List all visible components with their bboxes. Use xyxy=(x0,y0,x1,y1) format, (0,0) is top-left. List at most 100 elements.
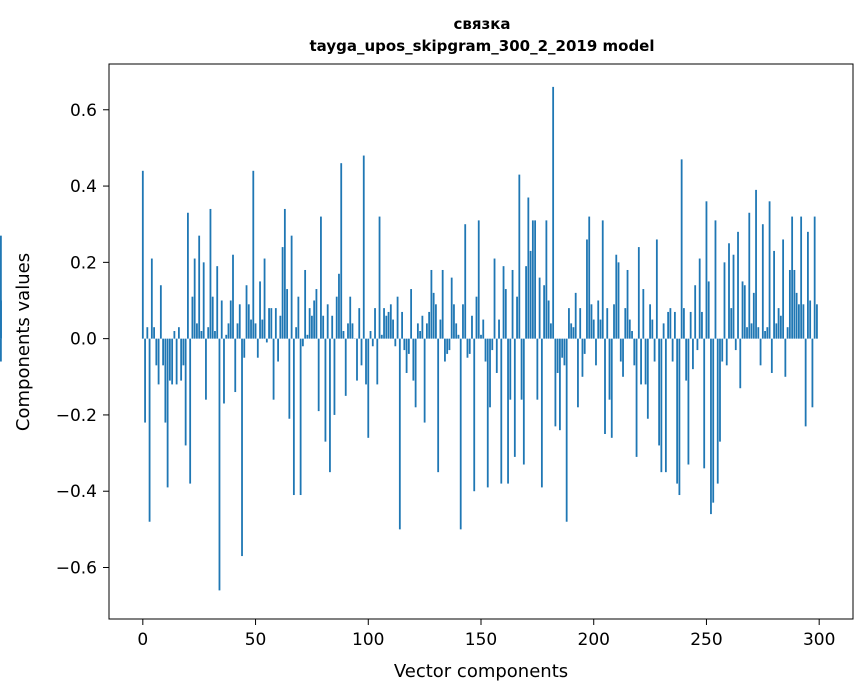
bar xyxy=(157,338,160,385)
bar xyxy=(338,273,340,339)
bar xyxy=(367,338,370,438)
bar xyxy=(306,334,309,339)
bar xyxy=(320,216,322,339)
bar xyxy=(277,338,279,362)
bar xyxy=(414,338,417,408)
bar xyxy=(662,323,665,339)
bar xyxy=(301,338,304,347)
bar xyxy=(651,319,654,339)
bar xyxy=(453,304,455,339)
bar xyxy=(549,323,552,339)
bar xyxy=(811,338,814,408)
bar xyxy=(547,300,550,339)
bar xyxy=(507,338,509,484)
bar xyxy=(782,239,785,339)
bar xyxy=(637,247,640,339)
bar xyxy=(653,338,656,362)
bar xyxy=(786,327,789,339)
bar xyxy=(468,338,471,354)
bar xyxy=(646,338,649,419)
bar xyxy=(536,338,539,400)
bar xyxy=(577,338,579,408)
x-tick-label: 250 xyxy=(690,630,722,650)
bar xyxy=(403,338,406,351)
bar xyxy=(752,292,755,339)
bar xyxy=(495,338,498,373)
bar xyxy=(673,311,676,339)
bar xyxy=(540,338,543,488)
bar xyxy=(595,338,597,366)
bar xyxy=(416,323,419,339)
bar xyxy=(234,338,237,393)
bar xyxy=(297,296,300,339)
bar xyxy=(347,323,349,339)
bar xyxy=(484,338,487,362)
bar xyxy=(511,269,514,339)
bar xyxy=(590,304,593,339)
bar xyxy=(358,308,361,339)
bar xyxy=(734,338,737,351)
bar xyxy=(428,311,431,339)
bar xyxy=(552,86,555,339)
bar xyxy=(421,315,424,339)
bar xyxy=(435,304,437,339)
bar xyxy=(563,338,566,366)
bar xyxy=(525,266,527,339)
bar xyxy=(425,323,428,339)
bar xyxy=(721,338,724,362)
bar xyxy=(534,220,537,339)
bar xyxy=(387,311,390,339)
bar xyxy=(556,338,559,373)
bar xyxy=(191,296,194,339)
bar xyxy=(725,338,728,366)
bar xyxy=(574,292,577,339)
bar xyxy=(207,327,210,339)
bar xyxy=(0,300,2,339)
bar xyxy=(746,327,748,339)
bar xyxy=(538,277,541,339)
bar xyxy=(757,327,760,339)
bar xyxy=(430,269,433,339)
y-tick-label: 0.2 xyxy=(70,253,97,273)
bar xyxy=(788,269,791,339)
bar xyxy=(800,216,803,339)
bar xyxy=(701,311,703,339)
bar xyxy=(351,323,354,339)
bar xyxy=(477,220,480,339)
bar xyxy=(196,323,198,339)
bar xyxy=(809,300,812,339)
bar xyxy=(513,338,516,457)
bar xyxy=(225,334,228,339)
bar xyxy=(572,327,575,339)
bar xyxy=(254,323,257,339)
bar xyxy=(396,296,399,339)
bar xyxy=(274,308,277,339)
bar xyxy=(193,258,196,339)
bar xyxy=(365,338,367,385)
bar xyxy=(455,323,458,339)
bar xyxy=(374,308,376,339)
bar xyxy=(464,224,467,339)
bar xyxy=(211,296,214,339)
bar xyxy=(730,308,733,339)
bar xyxy=(520,338,523,400)
bar xyxy=(599,319,602,339)
bar xyxy=(768,201,771,339)
bar xyxy=(696,338,699,351)
bar xyxy=(644,338,647,385)
bar xyxy=(335,296,338,339)
bar xyxy=(238,304,241,339)
bar xyxy=(581,338,584,377)
bar xyxy=(315,289,318,339)
bar xyxy=(676,338,679,484)
bar xyxy=(475,296,478,339)
bar xyxy=(509,338,512,400)
bar xyxy=(295,327,298,339)
bar xyxy=(164,338,167,423)
bar xyxy=(150,258,153,339)
bar xyxy=(141,170,144,339)
bar xyxy=(601,220,604,339)
bar xyxy=(529,250,532,339)
x-tick-label: 100 xyxy=(352,630,384,650)
